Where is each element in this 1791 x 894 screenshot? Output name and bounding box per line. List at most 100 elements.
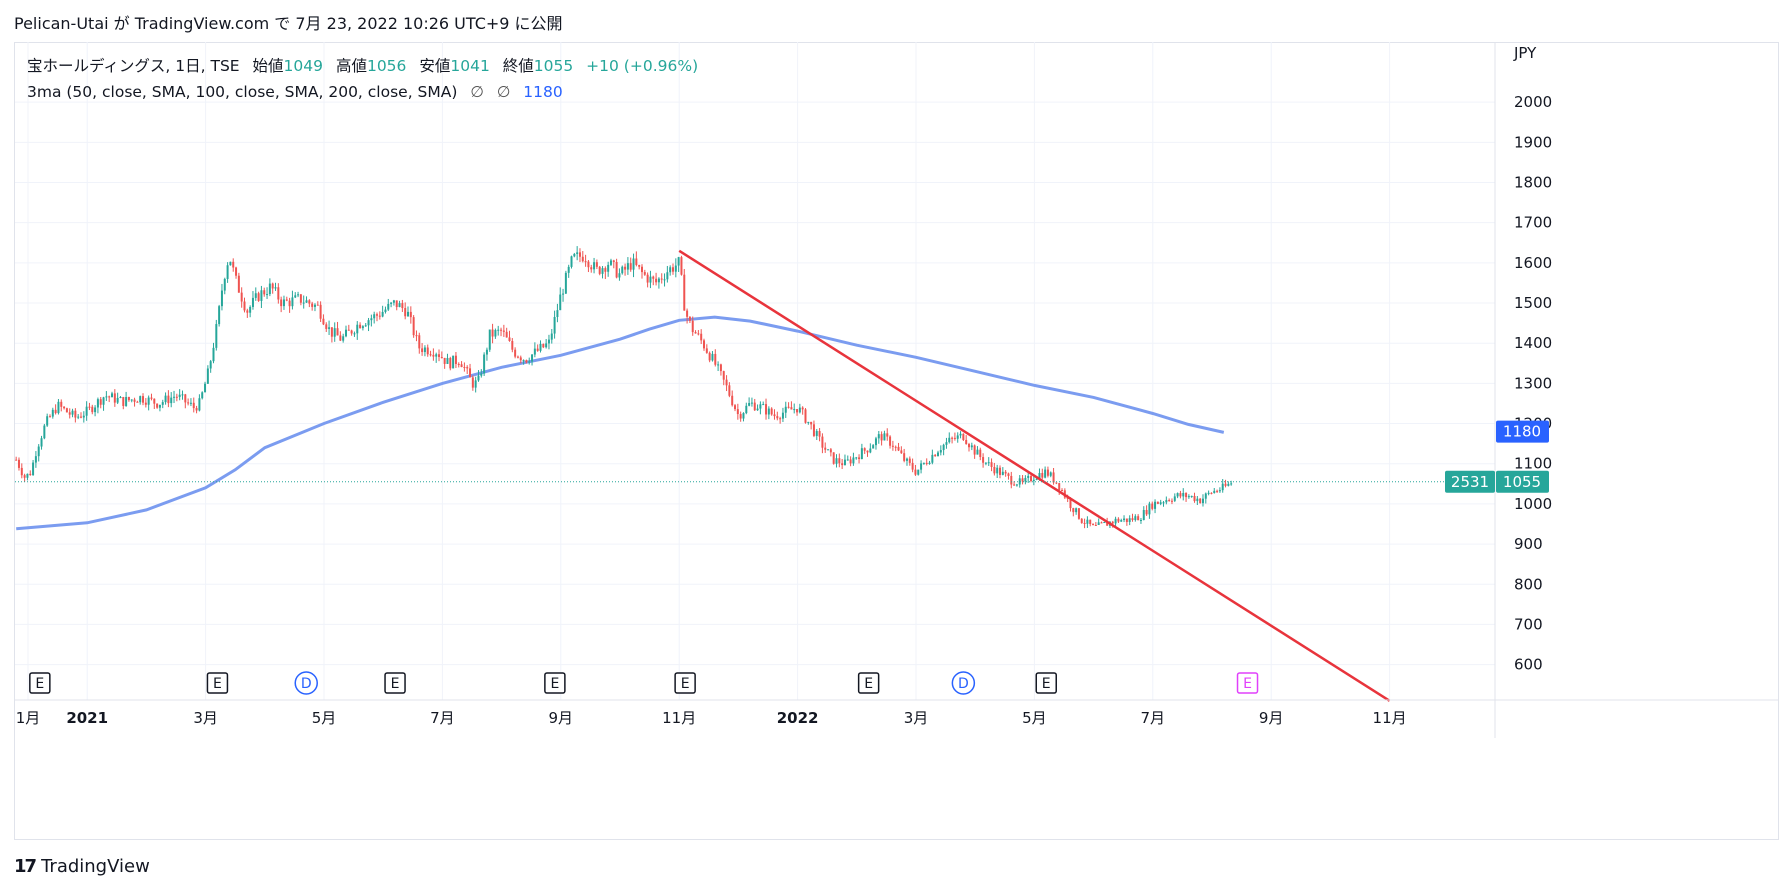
candle-body <box>249 306 252 313</box>
candle-body <box>821 436 824 448</box>
candle-body <box>502 330 505 332</box>
candle-body <box>119 397 122 399</box>
candle-body <box>680 257 683 275</box>
candle-body <box>531 354 534 362</box>
candle-body <box>147 397 150 405</box>
candle-body <box>105 396 108 398</box>
candle-body <box>750 402 753 404</box>
candles <box>15 246 1233 529</box>
dividend-marker-icon[interactable] <box>951 671 976 695</box>
candle-body <box>965 439 968 445</box>
candle-body <box>305 300 308 303</box>
candle-body <box>880 434 883 441</box>
earnings-marker-icon[interactable] <box>674 672 696 694</box>
candle-body <box>1165 500 1168 503</box>
candle-body <box>683 274 686 311</box>
grid-lines <box>15 42 1495 700</box>
earnings-marker-icon[interactable] <box>1035 672 1057 694</box>
candle-body <box>77 416 80 418</box>
candle-body <box>708 352 711 361</box>
candle-body <box>285 299 288 301</box>
candle-body <box>426 347 429 355</box>
candle-body <box>1001 471 1004 475</box>
footer-brand[interactable]: 17 TradingView <box>14 856 150 877</box>
candle-body <box>1190 495 1193 497</box>
legend-ma-row[interactable]: 3ma (50, close, SMA, 100, close, SMA, 20… <box>27 79 698 105</box>
candle-body <box>598 266 601 274</box>
candle-body <box>984 462 987 464</box>
candle-body <box>418 335 421 349</box>
trend-line-segment[interactable] <box>678 249 1391 702</box>
candle-body <box>181 394 184 396</box>
candle-body <box>251 297 254 307</box>
candle-body <box>1055 482 1058 484</box>
candle-body <box>122 397 125 406</box>
candle-body <box>1103 522 1106 524</box>
legend-high-label: 高値 <box>335 57 367 75</box>
candle-body <box>914 469 917 475</box>
candle-body <box>395 300 398 308</box>
candle-body <box>268 283 271 295</box>
candle-body <box>51 409 54 417</box>
candle-body <box>1021 478 1024 482</box>
candle-body <box>91 406 94 413</box>
candle-body <box>302 302 305 304</box>
candle-body <box>931 454 934 463</box>
candle-body <box>477 375 480 381</box>
dividend-marker-icon[interactable] <box>294 671 318 695</box>
candle-body <box>500 329 503 331</box>
candle-body <box>1083 522 1086 524</box>
candle-body <box>1120 520 1123 522</box>
candle-body <box>815 431 818 436</box>
candle-body <box>111 393 114 398</box>
earnings-marker-icon[interactable] <box>206 672 229 694</box>
candle-body <box>43 425 46 439</box>
candle-body <box>15 459 18 461</box>
candle-body <box>655 278 658 283</box>
price-axis[interactable]: 6007008009001000110012001300140015001600… <box>1494 42 1552 738</box>
candle-body <box>209 361 212 369</box>
earnings-marker-icon[interactable] <box>384 672 406 694</box>
earnings-marker-icon[interactable] <box>857 672 880 694</box>
candle-body <box>725 379 728 386</box>
candle-body <box>232 261 235 268</box>
currency-label[interactable]: JPY <box>1513 44 1537 62</box>
candle-body <box>1151 503 1154 509</box>
candle-body <box>860 448 863 460</box>
candle-body <box>567 266 570 273</box>
candle-body <box>1035 478 1038 480</box>
candle-body <box>220 290 223 307</box>
legend-close-label: 終値 <box>502 57 534 75</box>
earnings-marker-label: E <box>681 676 690 692</box>
earnings-marker-label: E <box>213 676 222 692</box>
candle-body <box>883 433 886 441</box>
candle-body <box>46 416 49 426</box>
candle-body <box>1142 509 1145 520</box>
x-tick-label: 3月 <box>193 709 218 727</box>
candle-body <box>229 261 232 266</box>
candle-body <box>282 299 285 307</box>
candle-body <box>793 409 796 411</box>
candle-body <box>1041 473 1044 478</box>
candle-body <box>1179 493 1182 497</box>
candle-body <box>266 294 269 296</box>
candle-body <box>928 462 931 464</box>
tradingview-logo-icon: 17 <box>14 856 37 877</box>
trend-line[interactable] <box>678 249 1391 702</box>
candle-body <box>1094 524 1097 526</box>
candle-body <box>474 380 477 388</box>
earnings-marker-icon[interactable] <box>29 672 51 694</box>
earnings-marker-icon[interactable] <box>544 672 566 694</box>
time-axis[interactable]: 1月 2021 3月 5月 7月 9月 11月 2022 3月 5月 7月 9月 11月 <box>15 699 1778 727</box>
candle-body <box>144 402 147 405</box>
candle-body <box>288 300 291 307</box>
earnings-marker-icon[interactable] <box>1236 672 1259 694</box>
candle-body <box>776 416 779 419</box>
legend-open: 1049 <box>283 57 323 75</box>
candle-body <box>339 335 342 341</box>
candle-body <box>223 278 226 291</box>
candle-body <box>390 302 393 304</box>
legend-symbol[interactable]: 宝ホールディングス, 1日, TSE <box>27 57 240 75</box>
